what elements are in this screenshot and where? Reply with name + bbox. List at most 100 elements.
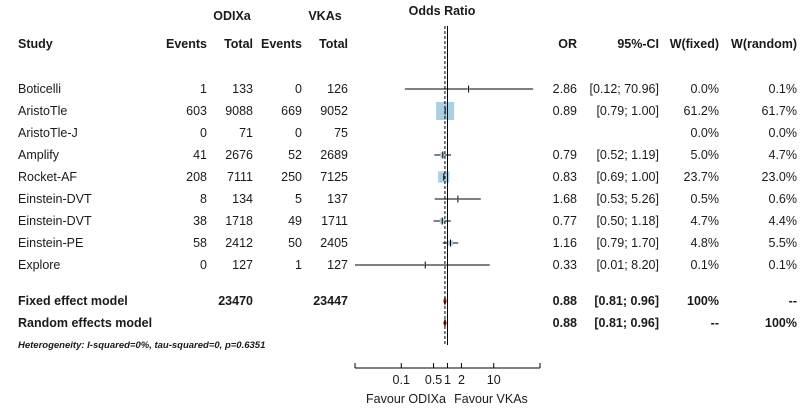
axis-label-left: Favour ODIXa	[366, 392, 446, 406]
total-control: 1711	[321, 214, 348, 228]
pooled-confidence-interval: [0.81; 0.96]	[594, 294, 659, 308]
events-control: 669	[281, 104, 302, 118]
total-control: 2689	[320, 148, 348, 162]
weight-random: 0.1%	[769, 258, 798, 272]
events-control: 49	[288, 214, 302, 228]
events-experimental: 603	[186, 104, 207, 118]
weight-fixed: 5.0%	[691, 148, 720, 162]
total-experimental: 7111	[227, 170, 253, 184]
axis-label-right: Favour VKAs	[454, 392, 528, 406]
chart-title: Odds Ratio	[409, 4, 476, 18]
weight-random: 0.6%	[769, 192, 798, 206]
pooled-weight-fixed: --	[711, 316, 719, 330]
pooled-label: Fixed effect model	[18, 294, 128, 308]
col-header-or: OR	[558, 37, 577, 51]
x-axis-tick-label: 1	[444, 373, 451, 387]
confidence-interval: [0.12; 70.96]	[589, 82, 659, 96]
pooled-confidence-interval: [0.81; 0.96]	[594, 316, 659, 330]
total-experimental: 127	[232, 258, 253, 272]
pooled-weight-random: --	[789, 294, 797, 308]
col-header-w-random: W(random)	[731, 37, 797, 51]
study-name: Boticelli	[18, 82, 61, 96]
weight-random: 61.7%	[762, 104, 797, 118]
events-experimental: 41	[193, 148, 207, 162]
pooled-odds-ratio: 0.88	[553, 294, 577, 308]
total-control: 137	[327, 192, 348, 206]
x-axis-tick-label: 0.5	[425, 373, 442, 387]
weight-random: 0.0%	[769, 126, 798, 140]
confidence-interval: [0.79; 1.00]	[596, 104, 659, 118]
events-control: 250	[281, 170, 302, 184]
events-experimental: 0	[200, 126, 207, 140]
odds-ratio-value: 0.33	[553, 258, 577, 272]
confidence-interval: [0.79; 1.70]	[596, 236, 659, 250]
weight-fixed: 4.7%	[691, 214, 720, 228]
study-name: AristoTle	[18, 104, 67, 118]
weight-fixed: 0.1%	[691, 258, 720, 272]
study-name: Einstein-PE	[18, 236, 83, 250]
study-name: Rocket-AF	[18, 170, 77, 184]
col-header-ci: 95%-CI	[617, 37, 659, 51]
x-axis-tick-label: 2	[458, 373, 465, 387]
total-control: 75	[334, 126, 348, 140]
confidence-interval: [0.52; 1.19]	[596, 148, 659, 162]
confidence-interval: [0.01; 8.20]	[596, 258, 659, 272]
weight-fixed: 61.2%	[684, 104, 719, 118]
weight-random: 0.1%	[769, 82, 798, 96]
col-header-events-e: Events	[166, 37, 207, 51]
total-experimental: 133	[232, 82, 253, 96]
confidence-interval: [0.69; 1.00]	[596, 170, 659, 184]
odds-ratio-value: 0.77	[553, 214, 577, 228]
pooled-total-control: 23447	[313, 294, 348, 308]
odds-ratio-value: 1.16	[553, 236, 577, 250]
pooled-weight-fixed: 100%	[687, 294, 719, 308]
study-name: AristoTle-J	[18, 126, 78, 140]
total-control: 9052	[320, 104, 348, 118]
study-name: Einstein-DVT	[18, 214, 92, 228]
group-header-experimental: ODIXa	[213, 9, 252, 23]
total-control: 126	[327, 82, 348, 96]
odds-ratio-value: 1.68	[553, 192, 577, 206]
group-header-control: VKAs	[308, 9, 341, 23]
events-control: 0	[295, 82, 302, 96]
col-header-total-e: Total	[224, 37, 253, 51]
confidence-interval: [0.53; 5.26]	[596, 192, 659, 206]
events-experimental: 8	[200, 192, 207, 206]
pooled-label: Random effects model	[18, 316, 152, 330]
odds-ratio-value: 0.79	[553, 148, 577, 162]
total-control: 127	[327, 258, 348, 272]
study-name: Amplify	[18, 148, 60, 162]
x-axis-tick-label: 0.1	[393, 373, 410, 387]
heterogeneity-text: Heterogeneity: I-squared=0%, tau-squared…	[18, 340, 265, 351]
total-experimental: 134	[232, 192, 253, 206]
total-experimental: 1718	[225, 214, 253, 228]
events-control: 5	[295, 192, 302, 206]
total-control: 2405	[320, 236, 348, 250]
odds-ratio-value: 0.83	[553, 170, 577, 184]
col-header-total-c: Total	[319, 37, 348, 51]
total-experimental: 2412	[225, 236, 253, 250]
total-control: 7125	[320, 170, 348, 184]
weight-random: 5.5%	[769, 236, 798, 250]
events-experimental: 58	[193, 236, 207, 250]
total-experimental: 71	[239, 126, 253, 140]
events-experimental: 38	[193, 214, 207, 228]
study-name: Explore	[18, 258, 60, 272]
odds-ratio-value: 2.86	[553, 82, 577, 96]
col-header-w-fixed: W(fixed)	[670, 37, 719, 51]
weight-random: 4.7%	[769, 148, 798, 162]
events-experimental: 1	[200, 82, 207, 96]
weight-fixed: 4.8%	[691, 236, 720, 250]
events-control: 1	[295, 258, 302, 272]
study-name: Einstein-DVT	[18, 192, 92, 206]
events-control: 50	[288, 236, 302, 250]
events-experimental: 0	[200, 258, 207, 272]
odds-ratio-value: 0.89	[553, 104, 577, 118]
total-experimental: 9088	[225, 104, 253, 118]
events-control: 0	[295, 126, 302, 140]
weight-fixed: 0.0%	[691, 82, 720, 96]
col-header-events-c: Events	[261, 37, 302, 51]
x-axis-tick-label: 10	[487, 373, 501, 387]
events-experimental: 208	[186, 170, 207, 184]
